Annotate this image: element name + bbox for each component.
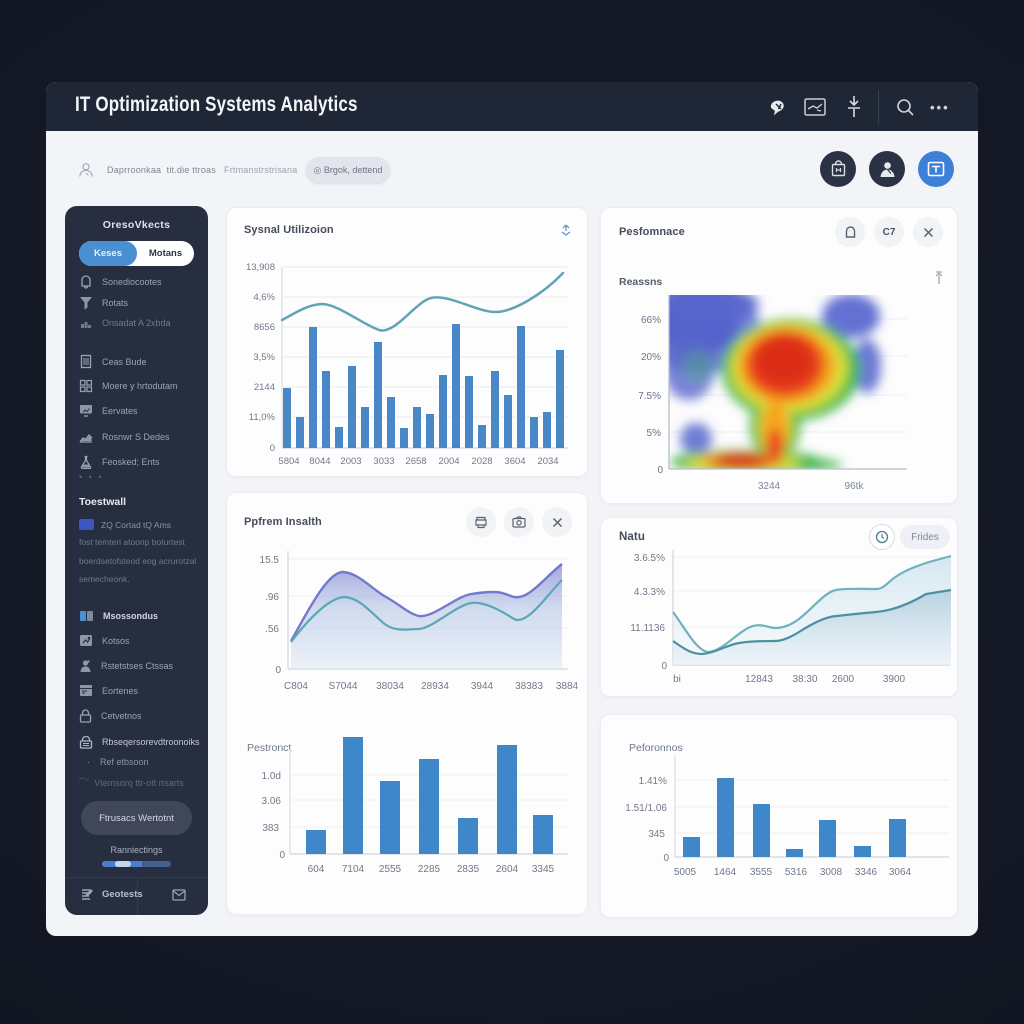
svg-text:2285: 2285 [418, 864, 441, 875]
svg-text:3555: 3555 [750, 867, 773, 878]
svg-text:0: 0 [657, 465, 663, 476]
svg-text:0: 0 [279, 850, 285, 861]
svg-text:1.41%: 1.41% [639, 776, 667, 787]
svg-text:Pestronct: Pestronct [247, 742, 291, 754]
svg-text:3900: 3900 [883, 674, 906, 685]
svg-text:1464: 1464 [714, 867, 737, 878]
svg-text:0: 0 [663, 853, 669, 864]
svg-text:2604: 2604 [496, 864, 519, 875]
svg-text:4,6%: 4,6% [253, 292, 275, 303]
svg-text:1.0d: 1.0d [262, 771, 281, 782]
svg-text:.96: .96 [265, 592, 279, 603]
svg-text:345: 345 [648, 829, 665, 840]
svg-text:13,908: 13,908 [246, 262, 275, 273]
svg-text:S7044: S7044 [329, 681, 358, 692]
svg-text:3604: 3604 [504, 456, 525, 467]
svg-text:38383: 38383 [515, 681, 543, 692]
svg-text:2555: 2555 [379, 864, 402, 875]
svg-text:3064: 3064 [889, 867, 912, 878]
svg-text:3033: 3033 [373, 456, 394, 467]
svg-text:3345: 3345 [532, 864, 555, 875]
svg-text:0: 0 [270, 443, 275, 454]
svg-text:3008: 3008 [820, 867, 843, 878]
svg-text:2835: 2835 [457, 864, 480, 875]
svg-text:3346: 3346 [855, 867, 878, 878]
svg-text:2658: 2658 [405, 456, 426, 467]
svg-text:3.06: 3.06 [262, 796, 282, 807]
svg-text:3884: 3884 [556, 681, 579, 692]
svg-text:383: 383 [262, 823, 279, 834]
svg-text:8044: 8044 [309, 456, 330, 467]
svg-text:2004: 2004 [438, 456, 459, 467]
svg-text:C804: C804 [284, 681, 308, 692]
svg-text:5%: 5% [647, 428, 662, 439]
svg-text:2003: 2003 [340, 456, 361, 467]
svg-text:3244: 3244 [758, 481, 781, 492]
svg-text:28934: 28934 [421, 681, 449, 692]
svg-text:2144: 2144 [254, 382, 275, 393]
svg-text:4.3.3%: 4.3.3% [634, 587, 665, 598]
svg-text:20%: 20% [641, 352, 661, 363]
svg-text:2028: 2028 [471, 456, 492, 467]
svg-text:66%: 66% [641, 315, 661, 326]
svg-text:38:30: 38:30 [792, 674, 817, 685]
svg-text:3944: 3944 [471, 681, 494, 692]
svg-text:0: 0 [661, 661, 667, 672]
svg-text:15.5: 15.5 [260, 555, 280, 566]
svg-text:1.51/1.06: 1.51/1.06 [625, 803, 667, 814]
svg-text:3,5%: 3,5% [253, 352, 275, 363]
svg-text:7.5%: 7.5% [638, 391, 661, 402]
svg-text:0: 0 [275, 665, 281, 676]
svg-text:2600: 2600 [832, 674, 855, 685]
svg-text:2034: 2034 [537, 456, 558, 467]
svg-text:bi: bi [673, 674, 681, 685]
svg-text:96tk: 96tk [845, 481, 865, 492]
svg-text:12843: 12843 [745, 674, 773, 685]
svg-text:3.6.5%: 3.6.5% [634, 553, 665, 564]
svg-text:604: 604 [308, 864, 325, 875]
svg-text:5005: 5005 [674, 867, 697, 878]
svg-text:7104: 7104 [342, 864, 365, 875]
svg-text:11.1136: 11.1136 [630, 623, 665, 634]
svg-text:8656: 8656 [254, 322, 275, 333]
svg-text:11,0%: 11,0% [249, 412, 276, 423]
svg-text:Peforonnos: Peforonnos [629, 742, 683, 754]
svg-text:38034: 38034 [376, 681, 404, 692]
svg-text:5316: 5316 [785, 867, 808, 878]
svg-text:.56: .56 [265, 624, 279, 635]
svg-text:5804: 5804 [278, 456, 299, 467]
